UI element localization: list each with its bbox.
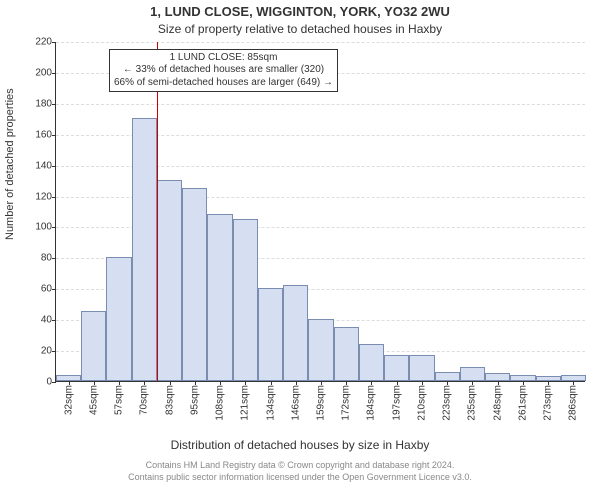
footer-attribution: Contains HM Land Registry data © Crown c… [0,460,600,483]
marker-line [157,42,158,381]
x-tick-label: 83sqm [164,385,175,415]
annotation-box: 1 LUND CLOSE: 85sqm← 33% of detached hou… [109,49,338,93]
x-tick-label: 57sqm [114,385,125,415]
y-tick-label: 80 [41,253,52,264]
histogram-bar [384,355,409,381]
histogram-bar [157,180,182,381]
x-tick-label: 248sqm [492,385,503,421]
y-tick-label: 20 [41,346,52,357]
x-tick-label: 146sqm [290,385,301,421]
x-tick-label: 172sqm [341,385,352,421]
y-tick-mark [52,289,56,290]
x-tick-label: 273sqm [543,385,554,421]
footer-line-2: Contains public sector information licen… [0,472,600,484]
histogram-bar [207,214,232,381]
chart-container: 1, LUND CLOSE, WIGGINTON, YORK, YO32 2WU… [0,0,600,500]
histogram-bar [485,373,510,381]
histogram-bar [409,355,434,381]
chart-title-line2: Size of property relative to detached ho… [0,22,600,36]
x-tick-label: 261sqm [517,385,528,421]
x-tick-label: 235sqm [467,385,478,421]
y-tick-mark [52,197,56,198]
y-tick-mark [52,166,56,167]
gridline [56,42,585,43]
y-tick-label: 120 [35,191,52,202]
x-axis-label: Distribution of detached houses by size … [0,438,600,452]
y-tick-label: 200 [35,67,52,78]
x-tick-label: 121sqm [240,385,251,421]
histogram-bar [283,285,308,381]
annotation-line-1: ← 33% of detached houses are smaller (32… [114,64,333,77]
annotation-line-0: 1 LUND CLOSE: 85sqm [114,52,333,65]
histogram-bar [435,372,460,381]
y-tick-mark [52,258,56,259]
y-tick-label: 0 [46,377,52,388]
y-tick-mark [52,382,56,383]
histogram-bar [106,257,131,381]
plot-area: 02040608010012014016018020022032sqm45sqm… [55,42,585,382]
histogram-bar [81,311,106,381]
histogram-bar [132,118,157,381]
y-tick-label: 60 [41,284,52,295]
histogram-bar [258,288,283,381]
histogram-bar [233,219,258,381]
annotation-line-2: 66% of semi-detached houses are larger (… [114,77,333,90]
y-tick-label: 220 [35,37,52,48]
histogram-bar [308,319,333,381]
y-tick-mark [52,227,56,228]
footer-line-1: Contains HM Land Registry data © Crown c… [0,460,600,472]
x-tick-label: 159sqm [316,385,327,421]
gridline [56,104,585,105]
y-tick-mark [52,42,56,43]
x-tick-label: 108sqm [215,385,226,421]
y-tick-mark [52,320,56,321]
y-tick-label: 100 [35,222,52,233]
x-tick-label: 286sqm [568,385,579,421]
y-tick-label: 140 [35,160,52,171]
chart-title-line1: 1, LUND CLOSE, WIGGINTON, YORK, YO32 2WU [0,4,600,19]
x-tick-label: 70sqm [139,385,150,415]
y-tick-label: 40 [41,315,52,326]
y-tick-label: 180 [35,98,52,109]
x-tick-label: 45sqm [88,385,99,415]
histogram-bar [334,327,359,381]
histogram-bar [460,367,485,381]
x-tick-label: 197sqm [391,385,402,421]
x-tick-label: 184sqm [366,385,377,421]
histogram-bar [182,188,207,381]
x-tick-label: 223sqm [442,385,453,421]
y-tick-mark [52,135,56,136]
histogram-bar [359,344,384,381]
x-tick-label: 134sqm [265,385,276,421]
y-axis-label: Number of detached properties [4,88,16,240]
y-tick-mark [52,104,56,105]
y-tick-mark [52,351,56,352]
y-tick-mark [52,73,56,74]
x-tick-label: 32sqm [63,385,74,415]
x-tick-label: 210sqm [416,385,427,421]
y-tick-label: 160 [35,129,52,140]
x-tick-label: 95sqm [189,385,200,415]
